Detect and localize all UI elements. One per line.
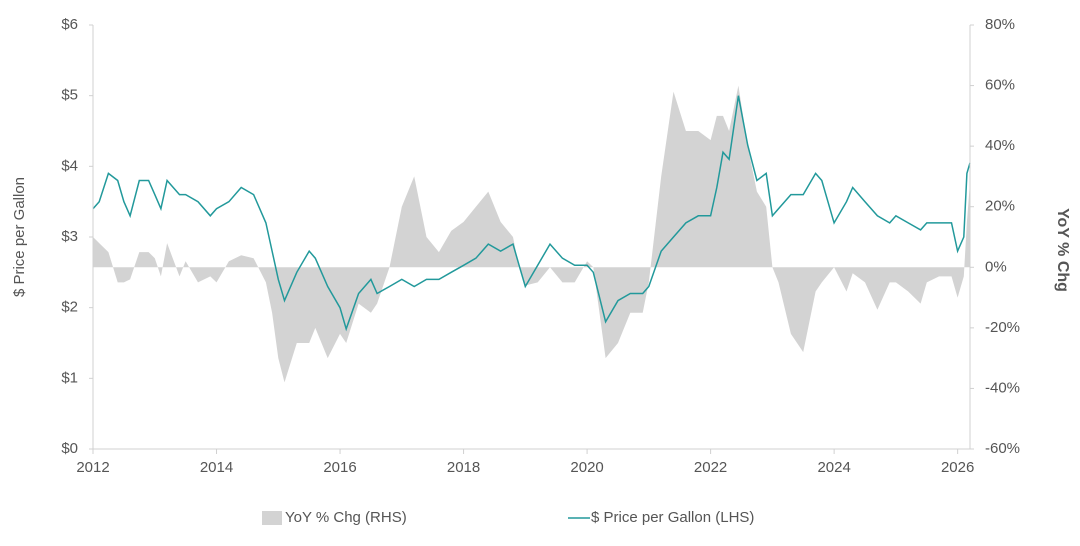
x-tick-label: 2026	[941, 459, 974, 476]
y-tick-label: $0	[61, 440, 78, 457]
y-tick-label: $3	[61, 228, 78, 245]
area	[93, 85, 970, 383]
y2-tick-label: -60%	[985, 440, 1020, 457]
line	[92, 95, 971, 332]
legend-label: $ Price per Gallon (LHS)	[591, 509, 754, 526]
y-tick-label: $6	[61, 16, 78, 33]
legend-label: YoY % Chg (RHS)	[285, 509, 407, 526]
x-tick-label: 2014	[200, 459, 233, 476]
y2-axis-label: YoY % Chg	[1054, 208, 1071, 292]
y2-tick-label: 0%	[985, 258, 1007, 275]
y2-tick-label: -40%	[985, 379, 1020, 396]
x-tick-label: 2016	[323, 459, 356, 476]
y2-tick-label: 80%	[985, 16, 1015, 33]
x-tick-label: 2020	[570, 459, 603, 476]
x-tick-label: 2012	[76, 459, 109, 476]
y-tick-label: $2	[61, 299, 78, 316]
y2-tick-label: 40%	[985, 137, 1015, 154]
y2-tick-label: -20%	[985, 319, 1020, 336]
x-tick-label: 2018	[447, 459, 480, 476]
y-axis-label: $ Price per Gallon	[11, 177, 28, 297]
x-tick-label: 2022	[694, 459, 727, 476]
y-tick-label: $4	[61, 157, 78, 174]
y2-tick-label: 60%	[985, 77, 1015, 94]
y-tick-label: $1	[61, 369, 78, 386]
legend-swatch	[262, 511, 282, 525]
x-tick-label: 2024	[817, 459, 850, 476]
y2-tick-label: 20%	[985, 198, 1015, 215]
y-tick-label: $5	[61, 87, 78, 104]
